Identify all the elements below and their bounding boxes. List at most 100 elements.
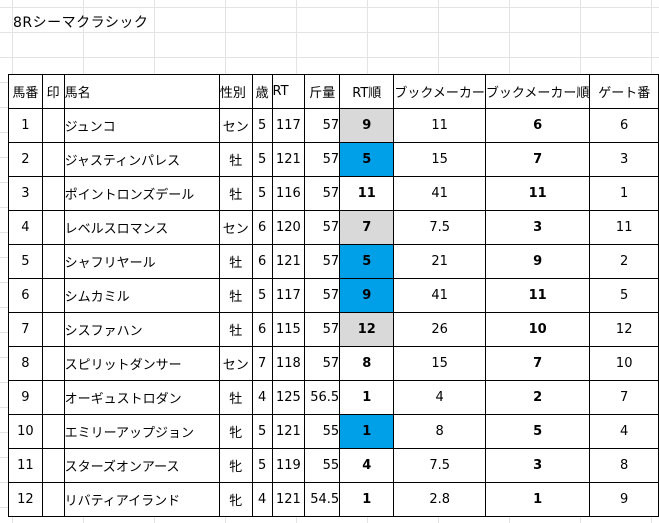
- cell-sai[interactable]: 5: [251, 142, 273, 177]
- cell-rt-jun[interactable]: 11: [339, 176, 395, 211]
- cell-rt[interactable]: 120: [271, 210, 306, 245]
- cell-sai[interactable]: 4: [251, 482, 273, 517]
- cell-shirushi[interactable]: [41, 448, 65, 483]
- cell-bookmaker-jun[interactable]: 1: [484, 482, 591, 517]
- cell-sai[interactable]: 6: [251, 312, 273, 347]
- cell-kinryo[interactable]: 57: [304, 346, 341, 381]
- cell-rt-jun[interactable]: 5: [339, 142, 395, 177]
- cell-gate[interactable]: 1: [589, 176, 659, 211]
- cell-bamei[interactable]: リバティアイランド: [63, 482, 220, 517]
- cell-shirushi[interactable]: [41, 108, 65, 143]
- cell-seibetsu[interactable]: 牡: [218, 244, 253, 279]
- cell-gate[interactable]: 9: [589, 482, 659, 517]
- cell-bookmaker[interactable]: 15: [393, 346, 486, 381]
- cell-bookmaker[interactable]: 41: [393, 176, 486, 211]
- cell-seibetsu[interactable]: 牡: [218, 380, 253, 415]
- cell-bookmaker-jun[interactable]: 3: [484, 448, 591, 483]
- cell-bamei[interactable]: ポイントロンズデール: [63, 176, 220, 211]
- header-sai[interactable]: 歳: [251, 74, 273, 109]
- cell-rt[interactable]: 117: [271, 108, 306, 143]
- cell-bamei[interactable]: スピリットダンサー: [63, 346, 220, 381]
- cell-sai[interactable]: 5: [251, 278, 273, 313]
- cell-shirushi[interactable]: [41, 210, 65, 245]
- cell-kinryo[interactable]: 57: [304, 108, 341, 143]
- cell-bookmaker[interactable]: 11: [393, 108, 486, 143]
- cell-rt-jun[interactable]: 8: [339, 346, 395, 381]
- cell-sai[interactable]: 7: [251, 346, 273, 381]
- cell-rt-jun[interactable]: 1: [339, 482, 395, 517]
- header-umaban[interactable]: 馬番: [8, 74, 43, 109]
- cell-bookmaker[interactable]: 2.8: [393, 482, 486, 517]
- cell-bamei[interactable]: スターズオンアース: [63, 448, 220, 483]
- cell-sai[interactable]: 5: [251, 176, 273, 211]
- header-bookmaker-jun[interactable]: ブックメーカー順: [484, 74, 591, 109]
- cell-gate[interactable]: 8: [589, 448, 659, 483]
- cell-umaban[interactable]: 2: [8, 142, 43, 177]
- cell-kinryo[interactable]: 57: [304, 278, 341, 313]
- cell-sai[interactable]: 6: [251, 210, 273, 245]
- cell-bookmaker[interactable]: 41: [393, 278, 486, 313]
- cell-seibetsu[interactable]: 牡: [218, 176, 253, 211]
- cell-seibetsu[interactable]: 牝: [218, 448, 253, 483]
- cell-kinryo[interactable]: 57: [304, 312, 341, 347]
- header-rt-jun[interactable]: RT順: [339, 74, 395, 109]
- cell-seibetsu[interactable]: 牝: [218, 414, 253, 449]
- cell-bamei[interactable]: シスファハン: [63, 312, 220, 347]
- cell-rt[interactable]: 115: [271, 312, 306, 347]
- cell-bamei[interactable]: ジュンコ: [63, 108, 220, 143]
- cell-bookmaker-jun[interactable]: 6: [484, 108, 591, 143]
- cell-sai[interactable]: 6: [251, 244, 273, 279]
- cell-gate[interactable]: 5: [589, 278, 659, 313]
- cell-shirushi[interactable]: [41, 176, 65, 211]
- cell-bookmaker-jun[interactable]: 3: [484, 210, 591, 245]
- cell-shirushi[interactable]: [41, 278, 65, 313]
- cell-bookmaker[interactable]: 26: [393, 312, 486, 347]
- cell-gate[interactable]: 10: [589, 346, 659, 381]
- cell-rt-jun[interactable]: 9: [339, 278, 395, 313]
- cell-rt[interactable]: 118: [271, 346, 306, 381]
- cell-seibetsu[interactable]: セン: [218, 210, 253, 245]
- cell-shirushi[interactable]: [41, 380, 65, 415]
- cell-kinryo[interactable]: 55: [304, 414, 341, 449]
- cell-shirushi[interactable]: [41, 482, 65, 517]
- cell-bamei[interactable]: シャフリヤール: [63, 244, 220, 279]
- cell-seibetsu[interactable]: 牡: [218, 278, 253, 313]
- cell-shirushi[interactable]: [41, 142, 65, 177]
- header-kinryo[interactable]: 斤量: [304, 74, 341, 109]
- cell-kinryo[interactable]: 56.5: [304, 380, 341, 415]
- cell-umaban[interactable]: 8: [8, 346, 43, 381]
- cell-umaban[interactable]: 10: [8, 414, 43, 449]
- header-seibetsu[interactable]: 性別: [218, 74, 253, 109]
- cell-rt[interactable]: 119: [271, 448, 306, 483]
- cell-bookmaker-jun[interactable]: 11: [484, 278, 591, 313]
- cell-bookmaker-jun[interactable]: 7: [484, 142, 591, 177]
- cell-bookmaker-jun[interactable]: 10: [484, 312, 591, 347]
- cell-rt-jun[interactable]: 5: [339, 244, 395, 279]
- cell-shirushi[interactable]: [41, 312, 65, 347]
- cell-umaban[interactable]: 5: [8, 244, 43, 279]
- cell-shirushi[interactable]: [41, 244, 65, 279]
- cell-seibetsu[interactable]: 牡: [218, 142, 253, 177]
- cell-rt-jun[interactable]: 7: [339, 210, 395, 245]
- cell-gate[interactable]: 6: [589, 108, 659, 143]
- cell-kinryo[interactable]: 55: [304, 448, 341, 483]
- header-rt[interactable]: RT: [271, 74, 306, 109]
- cell-bamei[interactable]: オーギュストロダン: [63, 380, 220, 415]
- cell-kinryo[interactable]: 57: [304, 244, 341, 279]
- cell-seibetsu[interactable]: セン: [218, 108, 253, 143]
- cell-gate[interactable]: 11: [589, 210, 659, 245]
- header-bamei[interactable]: 馬名: [63, 74, 220, 109]
- cell-umaban[interactable]: 9: [8, 380, 43, 415]
- cell-bookmaker[interactable]: 15: [393, 142, 486, 177]
- cell-rt[interactable]: 125: [271, 380, 306, 415]
- cell-umaban[interactable]: 7: [8, 312, 43, 347]
- cell-bookmaker-jun[interactable]: 2: [484, 380, 591, 415]
- cell-gate[interactable]: 4: [589, 414, 659, 449]
- cell-umaban[interactable]: 1: [8, 108, 43, 143]
- cell-shirushi[interactable]: [41, 414, 65, 449]
- cell-umaban[interactable]: 4: [8, 210, 43, 245]
- cell-gate[interactable]: 2: [589, 244, 659, 279]
- cell-kinryo[interactable]: 57: [304, 142, 341, 177]
- cell-sai[interactable]: 4: [251, 380, 273, 415]
- cell-bamei[interactable]: レベルスロマンス: [63, 210, 220, 245]
